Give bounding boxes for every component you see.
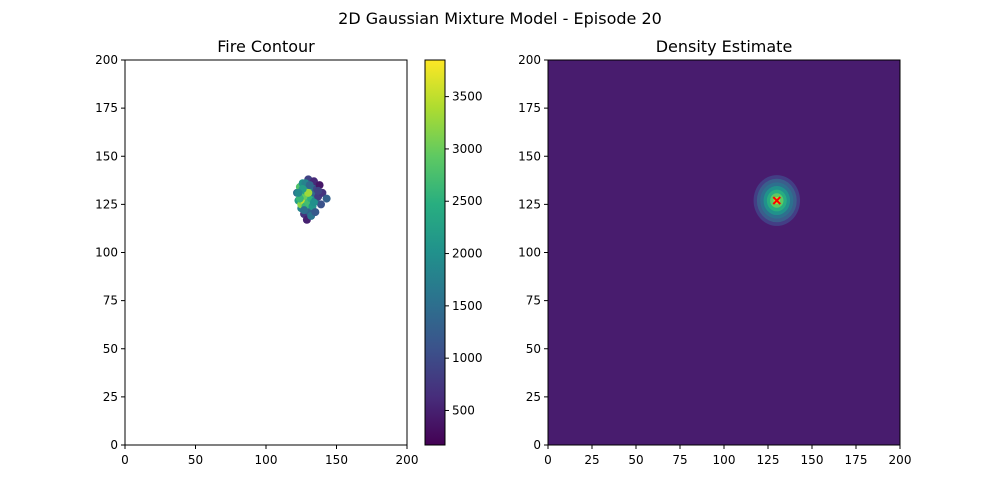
x-tick-label: 100 bbox=[713, 453, 736, 467]
x-tick-label: 75 bbox=[672, 453, 687, 467]
right-x-ticks: 0 25 50 75 100 125 150 175 200 bbox=[544, 445, 911, 467]
density-background bbox=[548, 60, 900, 445]
y-tick-label: 200 bbox=[518, 53, 541, 67]
y-tick-label: 125 bbox=[518, 197, 541, 211]
scatter-point bbox=[294, 188, 303, 197]
y-tick-label: 0 bbox=[533, 438, 541, 452]
scatter-point bbox=[311, 208, 320, 217]
colorbar-tick-label: 2500 bbox=[452, 194, 483, 208]
scatter-point bbox=[316, 200, 325, 209]
y-tick-label: 75 bbox=[526, 294, 541, 308]
x-tick-label: 150 bbox=[325, 453, 348, 467]
density-estimate-plot: Density Estimate 0 25 50 75 100 125 150 175 200 … bbox=[518, 37, 911, 467]
scatter-point bbox=[322, 194, 331, 203]
left-y-ticks: 0 25 50 75 100 125 150 175 200 bbox=[95, 53, 125, 452]
scatter-points bbox=[293, 175, 331, 224]
scatter-point bbox=[305, 181, 314, 190]
scatter-point bbox=[304, 188, 313, 197]
y-tick-label: 75 bbox=[103, 294, 118, 308]
colorbar-ticks: 500 1000 1500 2000 2500 3000 3500 bbox=[445, 90, 483, 417]
x-tick-label: 200 bbox=[889, 453, 912, 467]
y-tick-label: 150 bbox=[518, 149, 541, 163]
y-tick-label: 125 bbox=[95, 197, 118, 211]
colorbar-tick-label: 500 bbox=[452, 403, 475, 417]
left-x-ticks: 0 50 100 150 200 bbox=[121, 445, 418, 467]
y-tick-label: 25 bbox=[103, 390, 118, 404]
fire-contour-plot: Fire Contour 0 50 100 150 200 0 25 50 75 100 125 1… bbox=[95, 37, 418, 467]
colorbar-tick-label: 2000 bbox=[452, 247, 483, 261]
y-tick-label: 200 bbox=[95, 53, 118, 67]
mean-marker-stroke bbox=[772, 196, 782, 205]
y-tick-label: 100 bbox=[95, 246, 118, 260]
x-tick-label: 150 bbox=[801, 453, 824, 467]
x-tick-label: 0 bbox=[544, 453, 552, 467]
scatter-point bbox=[300, 206, 309, 215]
y-tick-label: 50 bbox=[526, 342, 541, 356]
colorbar-tick-label: 1000 bbox=[452, 351, 483, 365]
y-tick-label: 100 bbox=[518, 246, 541, 260]
mean-marker bbox=[772, 196, 782, 205]
right-y-ticks: 0 25 50 75 100 125 150 175 200 bbox=[518, 53, 548, 452]
figure-suptitle: 2D Gaussian Mixture Model - Episode 20 bbox=[338, 9, 662, 28]
colorbar-tick-label: 3000 bbox=[452, 142, 483, 156]
scatter-point bbox=[314, 186, 323, 195]
y-tick-label: 175 bbox=[518, 101, 541, 115]
x-tick-label: 100 bbox=[255, 453, 278, 467]
colorbar-tick-label: 1500 bbox=[452, 299, 483, 313]
y-tick-label: 50 bbox=[103, 342, 118, 356]
x-tick-label: 0 bbox=[121, 453, 129, 467]
left-plot-title: Fire Contour bbox=[217, 37, 315, 56]
y-tick-label: 150 bbox=[95, 149, 118, 163]
x-tick-label: 50 bbox=[188, 453, 203, 467]
right-plot-title: Density Estimate bbox=[656, 37, 793, 56]
colorbar: 500 1000 1500 2000 2500 3000 3500 bbox=[424, 59, 483, 446]
scatter-point bbox=[309, 198, 318, 207]
x-tick-label: 25 bbox=[584, 453, 599, 467]
left-plot-area bbox=[125, 60, 407, 445]
y-tick-label: 175 bbox=[95, 101, 118, 115]
colorbar-tick-label: 3500 bbox=[452, 90, 483, 104]
y-tick-label: 0 bbox=[110, 438, 118, 452]
x-tick-label: 50 bbox=[628, 453, 643, 467]
x-tick-label: 125 bbox=[757, 453, 780, 467]
x-tick-label: 200 bbox=[396, 453, 419, 467]
colorbar-gradient bbox=[424, 59, 446, 446]
y-tick-label: 25 bbox=[526, 390, 541, 404]
x-tick-label: 175 bbox=[845, 453, 868, 467]
